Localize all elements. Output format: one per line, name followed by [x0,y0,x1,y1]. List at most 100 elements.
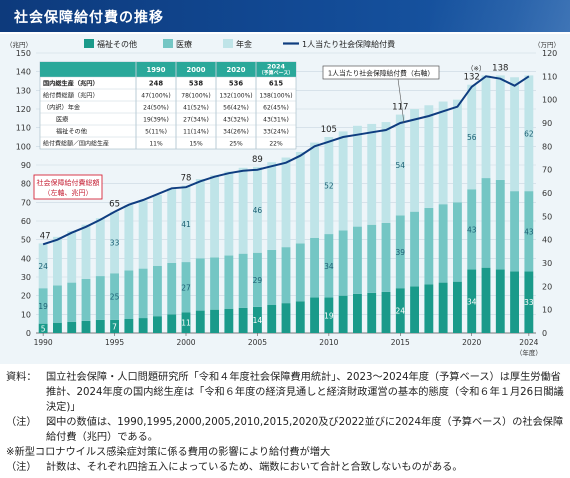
bar-medical [495,179,505,270]
segment-label: 19 [324,311,334,320]
callout-per-capita: 1人当たり社会保障給付費（右軸） [328,69,434,78]
bar-pension [110,211,119,274]
table-cell: 5(11%) [145,128,167,135]
bar-pension [395,114,405,216]
y2-tick-label: 60 [542,189,552,198]
callout-total: 社会保障給付費総額 [37,178,100,187]
bar-welfare [381,291,391,333]
y-tick-label: 20 [21,292,31,301]
bar-welfare [95,319,105,333]
bar-pension [81,224,91,279]
title-bar: 社会保障給付費の推移 [0,0,570,32]
bar-pension [138,200,148,269]
bar-pension [295,151,305,244]
bar-medical [110,273,119,320]
bar-pension [381,122,391,223]
note-text: 国立社会保障・人口問題研究所「令和４年度社会保障費用統計」、2023～2024年… [46,372,564,413]
total-label: 105 [321,125,337,135]
y-tick-label: 30 [21,273,31,282]
legend-swatch [223,39,233,48]
x-tick-label: 2020 [462,338,481,347]
table-header-bg [40,62,296,77]
callout-leader [397,78,405,124]
segment-label: 46 [253,206,263,215]
bar-pension [481,75,491,179]
bar-medical [481,178,491,268]
bar-welfare [81,320,91,333]
bar-welfare [410,286,419,333]
table-cell: 19(39%) [143,116,169,123]
total-label: 132 [464,73,480,83]
y2-tick-label: 10 [542,306,552,315]
total-label: 117 [392,103,408,113]
bar-welfare [481,267,491,333]
table-cell: 615 [269,79,283,87]
total-label: 78 [181,174,192,184]
table-cell: 国内総生産（兆円） [43,79,99,87]
bar-medical [310,237,319,298]
bar-welfare [267,305,277,333]
segment-label: 33 [524,298,534,307]
note-text: ※新型コロナウイルス感染症対策に係る費用の影響により給付費が増大 [6,447,331,458]
bar-medical [53,285,62,323]
table-cell: 25% [229,140,243,147]
line-per-capita [42,75,530,246]
note-label: （注） [6,417,37,428]
table-header: 2000 [187,66,206,74]
bar-welfare [195,310,205,333]
segment-label: 27 [181,283,191,292]
segment-label: 62 [524,129,534,138]
y2-tick-label: 70 [542,166,552,175]
x-tick-label: 1990 [34,338,53,347]
segment-label: 7 [112,322,117,331]
y-tick-label: 50 [21,236,31,245]
y-tick-label: 0 [26,329,31,338]
x-tick-label: 2024 [519,338,538,347]
bar-medical [381,222,391,292]
table-cell: 43(32%) [223,116,249,123]
y-tick-label: 90 [21,161,31,170]
table-cell: 福祉その他 [56,127,87,135]
bar-medical [238,253,248,308]
bar-pension [238,167,248,254]
x-tick-label: 2010 [319,338,338,347]
note-source: 資料： 国立社会保障・人口問題研究所「令和４年度社会保障費用統計」、2023～2… [6,370,566,415]
bar-welfare [53,322,62,333]
bar-pension [281,157,291,248]
bar-medical [95,276,105,320]
segment-label: 19 [38,302,48,311]
table-cell: 78(100%) [181,92,210,99]
table-cell: 538 [189,79,203,87]
y-tick-label: 130 [16,86,31,95]
y2-tick-label: 0 [542,329,547,338]
bar-pension [453,99,462,203]
table-header: 1990 [147,66,166,74]
table-cell: 536 [229,79,243,87]
bar-welfare [210,309,219,333]
y-tick-label: 100 [16,142,31,151]
total-label: 65 [109,200,120,210]
table-cell: 22% [269,140,283,147]
bar-pension [510,77,519,192]
table-cell: 27(34%) [183,116,209,123]
y-tick-label: 120 [16,105,31,114]
table-cell: （内訳）年金 [43,103,81,111]
y2-tick-label: 80 [542,142,552,151]
y2-tick-label: 100 [542,96,557,105]
bar-medical [253,252,262,307]
table-cell: 138(100%) [259,92,292,99]
y-tick-label: 40 [21,254,31,263]
bar-welfare [138,318,148,333]
y-axis-unit: （兆円） [6,40,32,49]
segment-label: 56 [467,133,477,142]
note-label: （注） [6,462,37,473]
y2-tick-label: 30 [542,259,552,268]
bar-medical [324,234,334,298]
bar-medical [124,270,134,319]
legend-swatch [163,39,173,48]
bar-medical [367,224,377,293]
bar-pension [210,175,219,258]
segment-label: 24 [38,262,48,271]
bar-medical [67,282,77,322]
bar-medical [453,202,462,282]
